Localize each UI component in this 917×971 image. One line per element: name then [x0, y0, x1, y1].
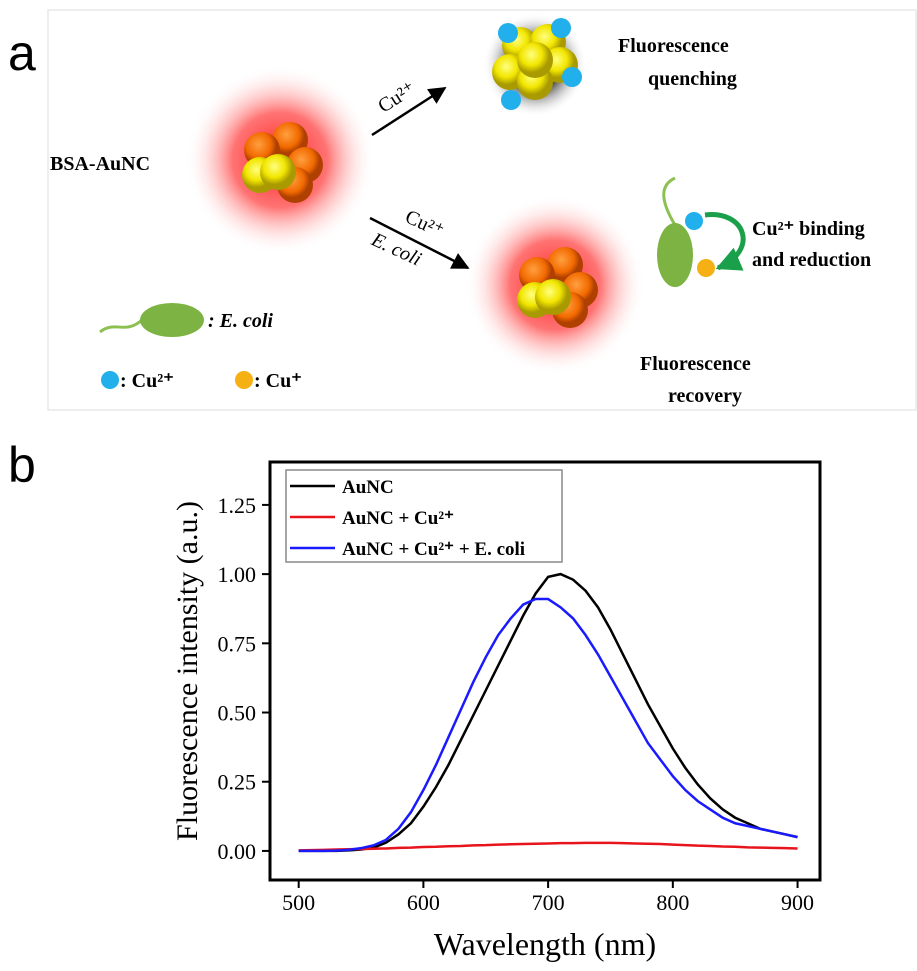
plot-frame: [268, 460, 822, 882]
legend-label: AuNC: [342, 477, 394, 498]
x-tick-label: 600: [407, 890, 440, 915]
arrow-label: Cu²⁺: [374, 78, 420, 118]
quenching-text: Fluorescence: [618, 35, 729, 57]
line-series: [298, 841, 798, 852]
y-axis-label: Fluorescence intensity (a.u.): [171, 501, 204, 841]
binding-text: and reduction: [752, 249, 871, 271]
legend-text: : Cu²⁺: [120, 370, 174, 392]
x-tick-label: 900: [781, 890, 814, 915]
arrow: [371, 86, 447, 137]
panel-label: a: [8, 25, 36, 81]
line-series: [298, 597, 798, 853]
arrow: [369, 216, 470, 270]
panel-frame: [47, 9, 917, 411]
panel-a: a BSA-AuNC Cu²⁺ Fluorescence quenching C…: [8, 9, 917, 411]
recovery-text: recovery: [668, 385, 742, 407]
panel-label: b: [8, 437, 36, 493]
cluster: [492, 18, 582, 110]
legend-bacterium: [140, 303, 204, 337]
legend-dot: [235, 371, 253, 389]
y-tick-label: 0.50: [218, 701, 257, 726]
quenching-text: quenching: [648, 68, 737, 90]
recovery-text: Fluorescence: [640, 353, 751, 375]
y-tick-label: 0.25: [218, 770, 257, 795]
probe-label: BSA-AuNC: [50, 153, 150, 175]
y-tick-label: 0.75: [218, 631, 257, 656]
cluster: [242, 122, 323, 203]
binding-text: Cu²⁺ binding: [752, 218, 865, 240]
x-tick-label: 500: [282, 890, 315, 915]
legend-label: AuNC + Cu²⁺: [342, 508, 454, 529]
legend-label: AuNC + Cu²⁺ + E. coli: [342, 539, 525, 560]
legend-tail: [99, 318, 143, 334]
y-tick-label: 1.00: [218, 562, 257, 587]
y-tick-label: 0.00: [218, 839, 257, 864]
legend-text: : Cu⁺: [254, 370, 302, 392]
legend-text: : E. coli: [208, 310, 273, 332]
x-tick-label: 800: [656, 890, 689, 915]
x-axis-label: Wavelength (nm): [434, 926, 656, 962]
cluster: [517, 247, 598, 328]
legend-dot: [101, 371, 119, 389]
bacterium: [657, 176, 746, 287]
x-tick-label: 700: [532, 890, 565, 915]
line-series: [298, 572, 798, 853]
y-tick-label: 1.25: [218, 493, 257, 518]
panel-b: 500 600 700 800 900 0.00 0.25 0.50 0.75 1.00 1.25 W…: [171, 460, 822, 962]
arrow-label: E. coli: [367, 228, 425, 270]
